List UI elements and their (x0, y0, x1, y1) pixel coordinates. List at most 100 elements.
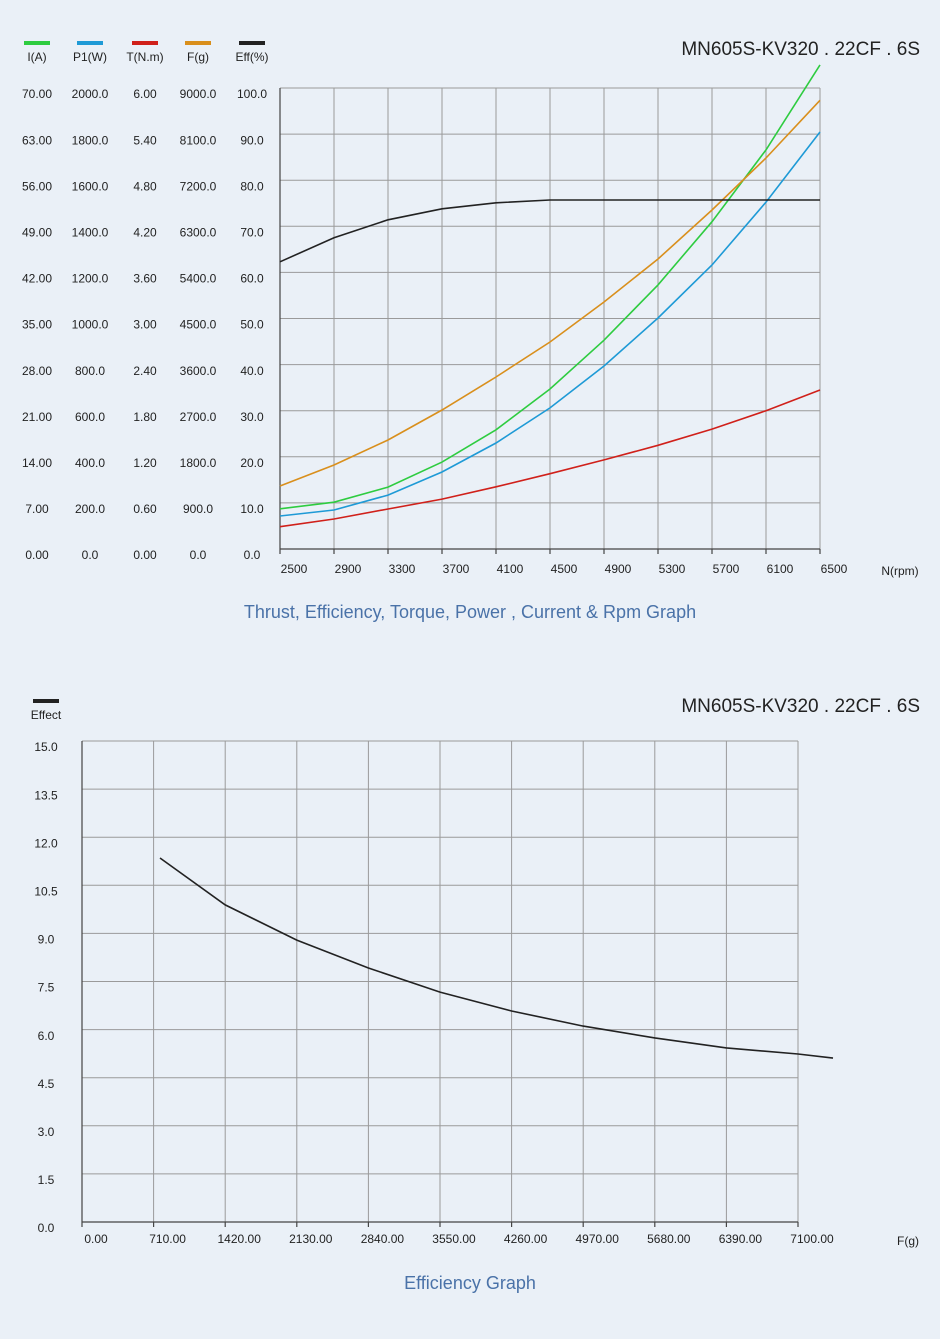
y-tick-label: 200.0 (75, 502, 105, 516)
legend-label: I(A) (27, 50, 46, 64)
y-tick-label: 1000.0 (72, 318, 109, 332)
x-tick-label: 2500 (281, 562, 308, 576)
y-tick-label: 90.0 (240, 133, 264, 147)
y-tick-label: 5400.0 (180, 272, 217, 286)
y-tick-label: 3.0 (38, 1125, 55, 1139)
legend-swatch (239, 41, 265, 45)
y-tick-label: 4.20 (133, 225, 157, 239)
chart-caption: Efficiency Graph (404, 1273, 536, 1293)
y-tick-label: 42.00 (22, 272, 52, 286)
x-tick-label: 2840.00 (361, 1232, 405, 1246)
legend-label: T(N.m) (126, 50, 163, 64)
x-tick-label: 3700 (443, 562, 470, 576)
y-tick-label: 70.00 (22, 87, 52, 101)
y-tick-label: 5.40 (133, 133, 157, 147)
legend-label: Eff(%) (235, 50, 268, 64)
y-tick-label: 4.5 (38, 1077, 55, 1091)
x-tick-label: 7100.00 (790, 1232, 834, 1246)
series-line (279, 199, 820, 263)
x-tick-label: 6390.00 (719, 1232, 763, 1246)
y-tick-label: 400.0 (75, 456, 105, 470)
x-tick-label: 4970.00 (576, 1232, 620, 1246)
x-tick-label: 1420.00 (218, 1232, 262, 1246)
y-tick-label: 3600.0 (180, 364, 217, 378)
y-tick-label: 6300.0 (180, 225, 217, 239)
y-tick-label: 4500.0 (180, 318, 217, 332)
y-tick-label: 50.0 (240, 318, 264, 332)
y-tick-label: 9000.0 (180, 87, 217, 101)
y-tick-label: 0.0 (190, 548, 207, 562)
x-tick-label: 4500 (551, 562, 578, 576)
y-tick-label: 0.0 (38, 1221, 55, 1235)
chart-title: MN605S-KV320 . 22CF . 6S (681, 696, 920, 717)
legend-label: F(g) (187, 50, 209, 64)
y-tick-label: 600.0 (75, 410, 105, 424)
x-tick-label: 4900 (605, 562, 632, 576)
y-tick-label: 0.60 (133, 502, 157, 516)
y-tick-label: 0.00 (133, 548, 157, 562)
legend-swatch (77, 41, 103, 45)
x-tick-label: 5700 (713, 562, 740, 576)
y-tick-label: 15.0 (34, 740, 58, 754)
y-tick-label: 1200.0 (72, 272, 109, 286)
legend-label: P1(W) (73, 50, 107, 64)
y-tick-label: 2700.0 (180, 410, 217, 424)
chart-title: MN605S-KV320 . 22CF . 6S (681, 39, 920, 60)
x-tick-label: 0.00 (84, 1232, 108, 1246)
y-tick-label: 60.0 (240, 272, 264, 286)
x-tick-label: 6500 (821, 562, 848, 576)
y-tick-label: 1600.0 (72, 179, 109, 193)
y-tick-label: 800.0 (75, 364, 105, 378)
legend-label: Effect (31, 708, 62, 722)
x-tick-label: 710.00 (149, 1232, 186, 1246)
x-tick-label: 5300 (659, 562, 686, 576)
y-tick-label: 10.0 (240, 502, 264, 516)
x-tick-label: 4100 (497, 562, 524, 576)
y-tick-label: 100.0 (237, 87, 267, 101)
y-tick-label: 1400.0 (72, 225, 109, 239)
y-tick-label: 10.5 (34, 884, 58, 898)
legend-swatch (185, 41, 211, 45)
legend-swatch (24, 41, 50, 45)
y-tick-label: 35.00 (22, 318, 52, 332)
series-line (159, 857, 834, 1059)
x-tick-label: 2900 (335, 562, 362, 576)
legend-swatch (33, 699, 59, 703)
x-tick-label: 6100 (767, 562, 794, 576)
y-tick-label: 0.0 (82, 548, 99, 562)
y-tick-label: 70.0 (240, 225, 264, 239)
x-tick-label: 4260.00 (504, 1232, 548, 1246)
y-tick-label: 3.60 (133, 272, 157, 286)
y-tick-label: 0.0 (244, 548, 261, 562)
y-tick-label: 6.00 (133, 87, 157, 101)
y-tick-label: 1800.0 (72, 133, 109, 147)
legend-swatch (132, 41, 158, 45)
series-line (279, 99, 821, 487)
y-tick-label: 9.0 (38, 933, 55, 947)
y-tick-label: 3.00 (133, 318, 157, 332)
y-tick-label: 7.00 (25, 502, 49, 516)
y-tick-label: 21.00 (22, 410, 52, 424)
y-tick-label: 20.0 (240, 456, 264, 470)
y-tick-label: 1.80 (133, 410, 157, 424)
x-tick-label: 2130.00 (289, 1232, 333, 1246)
y-tick-label: 900.0 (183, 502, 213, 516)
y-tick-label: 12.0 (34, 836, 58, 850)
y-tick-label: 1800.0 (180, 456, 217, 470)
y-tick-label: 14.00 (22, 456, 52, 470)
y-tick-label: 40.0 (240, 364, 264, 378)
x-axis-label: F(g) (897, 1234, 919, 1248)
y-tick-label: 8100.0 (180, 133, 217, 147)
x-tick-label: 5680.00 (647, 1232, 691, 1246)
y-tick-label: 6.0 (38, 1029, 55, 1043)
x-tick-label: 3300 (389, 562, 416, 576)
y-tick-label: 63.00 (22, 133, 52, 147)
y-tick-label: 4.80 (133, 179, 157, 193)
y-tick-label: 28.00 (22, 364, 52, 378)
y-tick-label: 56.00 (22, 179, 52, 193)
series-line (279, 64, 821, 510)
y-tick-label: 80.0 (240, 179, 264, 193)
y-tick-label: 0.00 (25, 548, 49, 562)
y-tick-label: 49.00 (22, 225, 52, 239)
